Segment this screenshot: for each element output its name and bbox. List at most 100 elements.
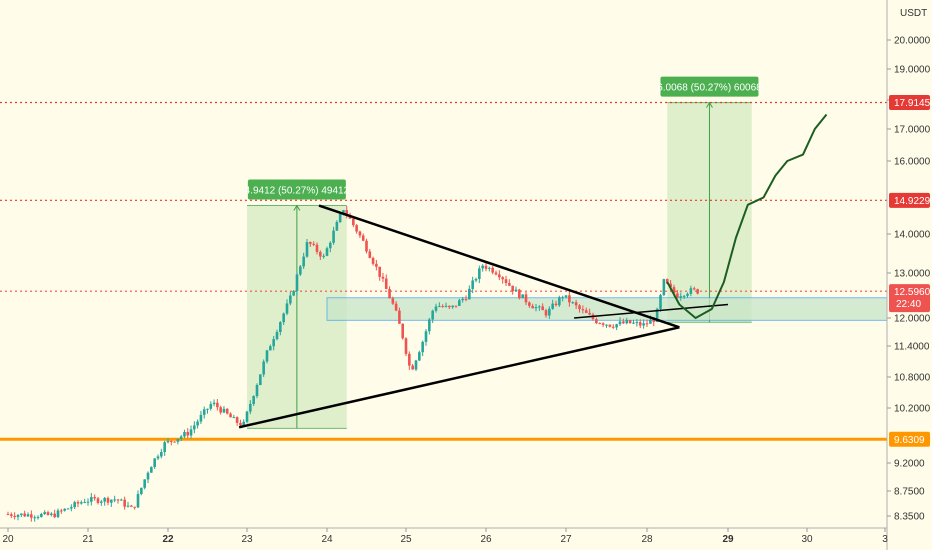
- support-zone[interactable]: [326, 297, 888, 321]
- price-label-text: 17.9145: [894, 98, 931, 109]
- candle-body: [511, 285, 514, 292]
- candle-body: [235, 417, 239, 423]
- candle-body: [86, 501, 90, 503]
- candle-body: [279, 322, 282, 332]
- candle-body: [652, 319, 656, 322]
- time-tick-label: 21: [82, 534, 94, 545]
- candle-body: [232, 417, 236, 419]
- candle-body: [434, 306, 438, 311]
- candle-body: [328, 242, 332, 249]
- candle-body: [548, 308, 551, 316]
- candle-body: [186, 431, 190, 436]
- candle-body: [615, 324, 618, 328]
- candle-body: [428, 319, 431, 332]
- candle-body: [332, 230, 335, 243]
- candle-body: [564, 295, 568, 298]
- candle-body: [649, 319, 652, 324]
- candle-body: [394, 303, 398, 311]
- measure-badge: [660, 76, 759, 97]
- candle-body: [448, 305, 451, 308]
- candle-body: [325, 248, 329, 256]
- candle-body: [534, 307, 538, 309]
- candle-body: [66, 508, 70, 510]
- candle-body: [388, 289, 391, 299]
- candle-body: [676, 293, 679, 298]
- candle-body: [682, 295, 686, 297]
- currency-label: USDT: [900, 8, 927, 19]
- candle-body: [259, 374, 262, 385]
- candle-body: [193, 425, 196, 430]
- candle-body: [262, 361, 265, 375]
- candle-body: [494, 272, 498, 275]
- candle-body: [501, 277, 504, 280]
- candle-body: [571, 302, 575, 304]
- candle-body: [365, 240, 368, 252]
- price-label-badge: [889, 431, 930, 447]
- candle-body: [76, 502, 80, 504]
- candle-body: [544, 310, 548, 316]
- candle-body: [80, 502, 83, 504]
- candle-body: [183, 431, 186, 437]
- breakout-trendline[interactable]: [574, 303, 729, 319]
- candle-body: [696, 289, 699, 294]
- candle-body: [368, 251, 372, 258]
- candle-body: [384, 278, 388, 290]
- time-tick-label: 28: [641, 534, 653, 545]
- time-tick-label: 27: [560, 534, 572, 545]
- time-tick-label: 24: [321, 534, 333, 545]
- candle-body: [269, 346, 272, 351]
- price-tick-label: 16.0000: [894, 157, 931, 168]
- candle-body: [255, 384, 259, 397]
- candle-body: [424, 331, 428, 342]
- candle-body: [611, 326, 615, 328]
- time-tick-label: 22: [162, 534, 174, 545]
- candle-body: [43, 512, 46, 515]
- candle-body: [315, 244, 319, 252]
- candle-body: [421, 341, 424, 353]
- time-axis[interactable]: 20 21 22 23 24 25 26 27 28 29 30 3: [0, 527, 888, 545]
- candle-body: [312, 243, 315, 245]
- candle-body: [239, 422, 242, 426]
- candle-body: [338, 213, 342, 222]
- candle-body: [53, 513, 56, 518]
- price-tick-label: 8.7500: [894, 487, 925, 498]
- price-label-badge: [889, 192, 930, 208]
- candle-body: [438, 306, 441, 308]
- candle-body: [166, 440, 170, 443]
- candle-body: [163, 442, 166, 452]
- candle-body: [292, 291, 295, 296]
- measure-badge: [247, 179, 346, 200]
- candle-body: [689, 288, 693, 294]
- candle-body: [491, 267, 494, 273]
- measure-arrowhead: [293, 204, 301, 211]
- price-axis[interactable]: USDT20.000019.000018.000017.000016.00001…: [886, 0, 932, 550]
- candle-body: [120, 499, 123, 501]
- triangle-lower-trendline[interactable]: [238, 326, 680, 429]
- candle-body: [199, 414, 203, 422]
- candle-body: [150, 467, 153, 473]
- candle-body: [605, 324, 608, 326]
- support-zone-layer: [326, 297, 888, 321]
- candle-body: [625, 320, 629, 324]
- price-tick-label: 13.0000: [894, 269, 931, 280]
- candle-body: [371, 257, 375, 264]
- candle-body: [335, 221, 339, 231]
- candle-body: [345, 210, 349, 215]
- candle-body: [146, 472, 150, 480]
- horizontal-levels-layer: [0, 101, 887, 441]
- candle-body: [116, 499, 120, 501]
- candle-body: [358, 231, 362, 236]
- candle-body: [554, 303, 558, 306]
- candle-body: [638, 322, 642, 326]
- candle-body: [160, 451, 163, 457]
- candle-body: [471, 280, 474, 289]
- price-tick-label: 14.0000: [894, 230, 931, 241]
- candle-body: [478, 268, 481, 280]
- candle-body: [518, 289, 521, 299]
- candle-body: [692, 288, 696, 290]
- triangle-upper-trendline[interactable]: [318, 204, 680, 329]
- candle-body: [398, 310, 401, 324]
- projection-path[interactable]: [666, 113, 828, 319]
- candle-body: [245, 411, 249, 422]
